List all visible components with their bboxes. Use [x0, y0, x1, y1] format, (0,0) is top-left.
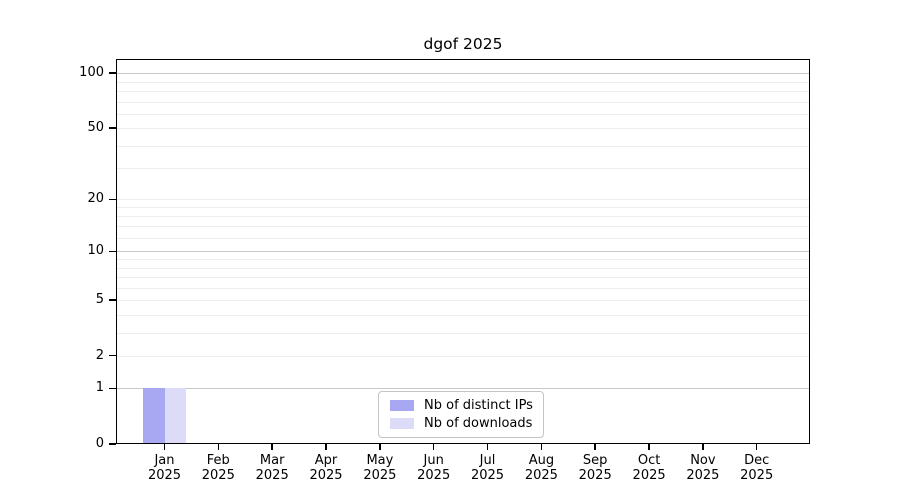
- x-tick-label-jan: Jan 2025: [133, 453, 197, 483]
- y-gridline-minor-30: [116, 168, 810, 170]
- y-gridline-minor-80: [116, 90, 810, 92]
- x-tick-jun: [432, 444, 435, 450]
- x-tick-label-month: Mar: [259, 453, 285, 468]
- y-gridline-20: [116, 199, 810, 201]
- x-tick-aug: [540, 444, 543, 450]
- y-tick-20: [109, 198, 116, 201]
- legend: Nb of distinct IPs Nb of downloads: [378, 391, 544, 438]
- y-tick-label-1: 1: [95, 380, 104, 396]
- x-tick-label-nov: Nov 2025: [671, 453, 735, 483]
- y-tick-100: [109, 72, 116, 74]
- y-gridline-minor-90: [116, 81, 810, 83]
- x-tick-feb: [217, 444, 220, 450]
- x-tick-label-year: 2025: [632, 468, 666, 483]
- y-tick-label-5: 5: [95, 292, 104, 307]
- y-tick-label-100: 100: [79, 65, 104, 81]
- x-tick-label-year: 2025: [578, 468, 612, 483]
- y-gridline-100: [116, 73, 810, 75]
- x-tick-label-month: Jul: [479, 453, 496, 468]
- y-tick-label-0: 0: [95, 436, 104, 451]
- legend-item-downloads: Nb of downloads: [379, 416, 543, 431]
- y-gridline-10: [116, 251, 810, 253]
- x-tick-label-year: 2025: [309, 468, 343, 483]
- x-tick-dec: [755, 444, 758, 450]
- x-tick-label-may: May 2025: [348, 453, 412, 483]
- x-tick-label-aug: Aug 2025: [509, 453, 573, 483]
- x-tick-label-jul: Jul 2025: [456, 453, 520, 483]
- legend-swatch-downloads: [390, 418, 414, 430]
- y-gridline-1: [116, 388, 810, 390]
- y-tick-5: [109, 299, 116, 301]
- x-tick-label-month: Sep: [582, 453, 608, 468]
- x-tick-label-month: Feb: [206, 453, 230, 468]
- bar-distinct-ips-jan: [143, 388, 165, 444]
- y-gridline-minor-7: [116, 276, 810, 278]
- y-gridline-minor-6: [116, 287, 810, 289]
- bar-downloads-jan: [164, 388, 186, 444]
- y-gridline-minor-40: [116, 145, 810, 147]
- x-tick-oct: [648, 444, 650, 450]
- y-gridline-minor-4: [116, 314, 810, 316]
- x-tick-label-month: Apr: [314, 453, 338, 468]
- y-tick-label-2: 2: [95, 347, 104, 363]
- x-tick-apr: [325, 444, 327, 450]
- x-tick-label-year: 2025: [147, 468, 182, 483]
- legend-label-downloads: Nb of downloads: [424, 416, 533, 432]
- x-tick-label-dec: Dec 2025: [725, 453, 789, 483]
- x-tick-label-month: May: [366, 453, 394, 468]
- x-tick-label-month: Dec: [744, 453, 770, 468]
- y-tick-label-10: 10: [87, 243, 104, 259]
- x-tick-label-month: Oct: [637, 453, 661, 468]
- x-tick-label-year: 2025: [470, 468, 505, 483]
- x-tick-label-year: 2025: [524, 468, 558, 483]
- y-gridline-minor-18: [116, 207, 810, 209]
- y-tick-10: [109, 250, 116, 253]
- x-tick-mar: [271, 444, 273, 450]
- x-tick-label-year: 2025: [363, 468, 397, 483]
- x-tick-jan: [163, 444, 166, 450]
- y-tick-1: [109, 387, 116, 390]
- x-tick-label-year: 2025: [686, 468, 720, 483]
- x-tick-label-month: Jun: [423, 453, 444, 468]
- y-gridline-minor-16: [116, 216, 810, 218]
- plot-area: [116, 59, 810, 444]
- x-tick-label-year: 2025: [201, 468, 235, 483]
- x-tick-label-oct: Oct 2025: [617, 453, 681, 483]
- x-tick-nov: [702, 444, 704, 450]
- y-gridline-2: [116, 355, 810, 357]
- y-tick-50: [109, 127, 116, 129]
- x-tick-label-apr: Apr 2025: [294, 453, 358, 483]
- y-gridline-5: [116, 300, 810, 301]
- y-tick-label-50: 50: [87, 120, 104, 136]
- x-tick-label-month: Aug: [528, 453, 555, 468]
- x-tick-label-sep: Sep 2025: [563, 453, 627, 483]
- x-tick-jul: [486, 444, 489, 450]
- legend-item-distinct-ips: Nb of distinct IPs: [379, 398, 543, 413]
- x-tick-label-year: 2025: [255, 468, 289, 483]
- y-gridline-minor-8: [116, 267, 810, 269]
- y-tick-2: [109, 354, 116, 357]
- x-tick-label-year: 2025: [740, 468, 774, 483]
- x-tick-may: [379, 444, 381, 450]
- x-tick-label-feb: Feb 2025: [186, 453, 250, 483]
- legend-swatch-distinct-ips: [390, 399, 414, 411]
- y-gridline-50: [116, 128, 810, 130]
- y-gridline-minor-70: [116, 101, 810, 103]
- y-gridline-minor-14: [116, 226, 810, 228]
- y-gridline-minor-9: [116, 259, 810, 260]
- y-gridline-minor-12: [116, 237, 810, 239]
- y-tick-label-20: 20: [87, 191, 104, 207]
- x-tick-label-mar: Mar 2025: [240, 453, 304, 483]
- chart-title: dgof 2025: [423, 35, 503, 53]
- x-tick-label-month: Jan: [154, 453, 175, 468]
- x-tick-sep: [594, 444, 596, 450]
- legend-label-distinct-ips: Nb of distinct IPs: [424, 397, 533, 413]
- x-tick-label-month: Nov: [690, 453, 716, 468]
- y-gridline-minor-3: [116, 332, 810, 334]
- x-tick-label-jun: Jun 2025: [402, 453, 466, 483]
- y-gridline-minor-60: [116, 113, 810, 115]
- x-tick-label-year: 2025: [417, 468, 451, 483]
- y-tick-0: [109, 443, 116, 445]
